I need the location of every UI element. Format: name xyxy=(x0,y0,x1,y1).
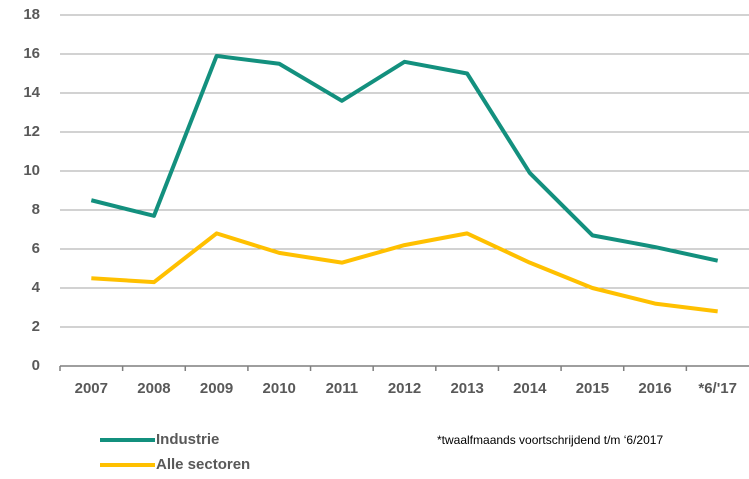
x-tick-label: 2016 xyxy=(638,380,671,397)
x-tick-label: *6/'17 xyxy=(698,380,737,397)
x-tick-label: 2015 xyxy=(576,380,609,397)
y-tick-label: 2 xyxy=(32,318,40,335)
y-tick-label: 10 xyxy=(23,162,40,179)
x-tick-label: 2009 xyxy=(200,380,233,397)
series-line xyxy=(91,231,718,314)
footnote: *twaalfmaands voortschrijdend t/m ‘6/201… xyxy=(437,433,663,447)
y-tick-label: 14 xyxy=(23,84,40,101)
x-tick-label: 2014 xyxy=(513,380,547,397)
y-tick-label: 6 xyxy=(32,240,40,257)
x-tick-label: 2008 xyxy=(137,380,170,397)
y-tick-label: 0 xyxy=(32,357,40,374)
x-tick-label: 2010 xyxy=(263,380,296,397)
x-tick-label: 2013 xyxy=(450,380,483,397)
y-tick-label: 18 xyxy=(23,6,40,23)
y-tick-label: 8 xyxy=(32,201,40,218)
legend-label: Alle sectoren xyxy=(156,456,250,473)
x-tick-label: 2012 xyxy=(388,380,421,397)
y-tick-label: 16 xyxy=(23,45,40,62)
y-tick-label: 12 xyxy=(23,123,40,140)
y-tick-label: 4 xyxy=(32,279,41,296)
x-tick-label: 2011 xyxy=(326,380,359,397)
x-tick-label: 2007 xyxy=(75,380,108,397)
legend-label: Industrie xyxy=(156,431,219,448)
series-line xyxy=(90,53,719,263)
